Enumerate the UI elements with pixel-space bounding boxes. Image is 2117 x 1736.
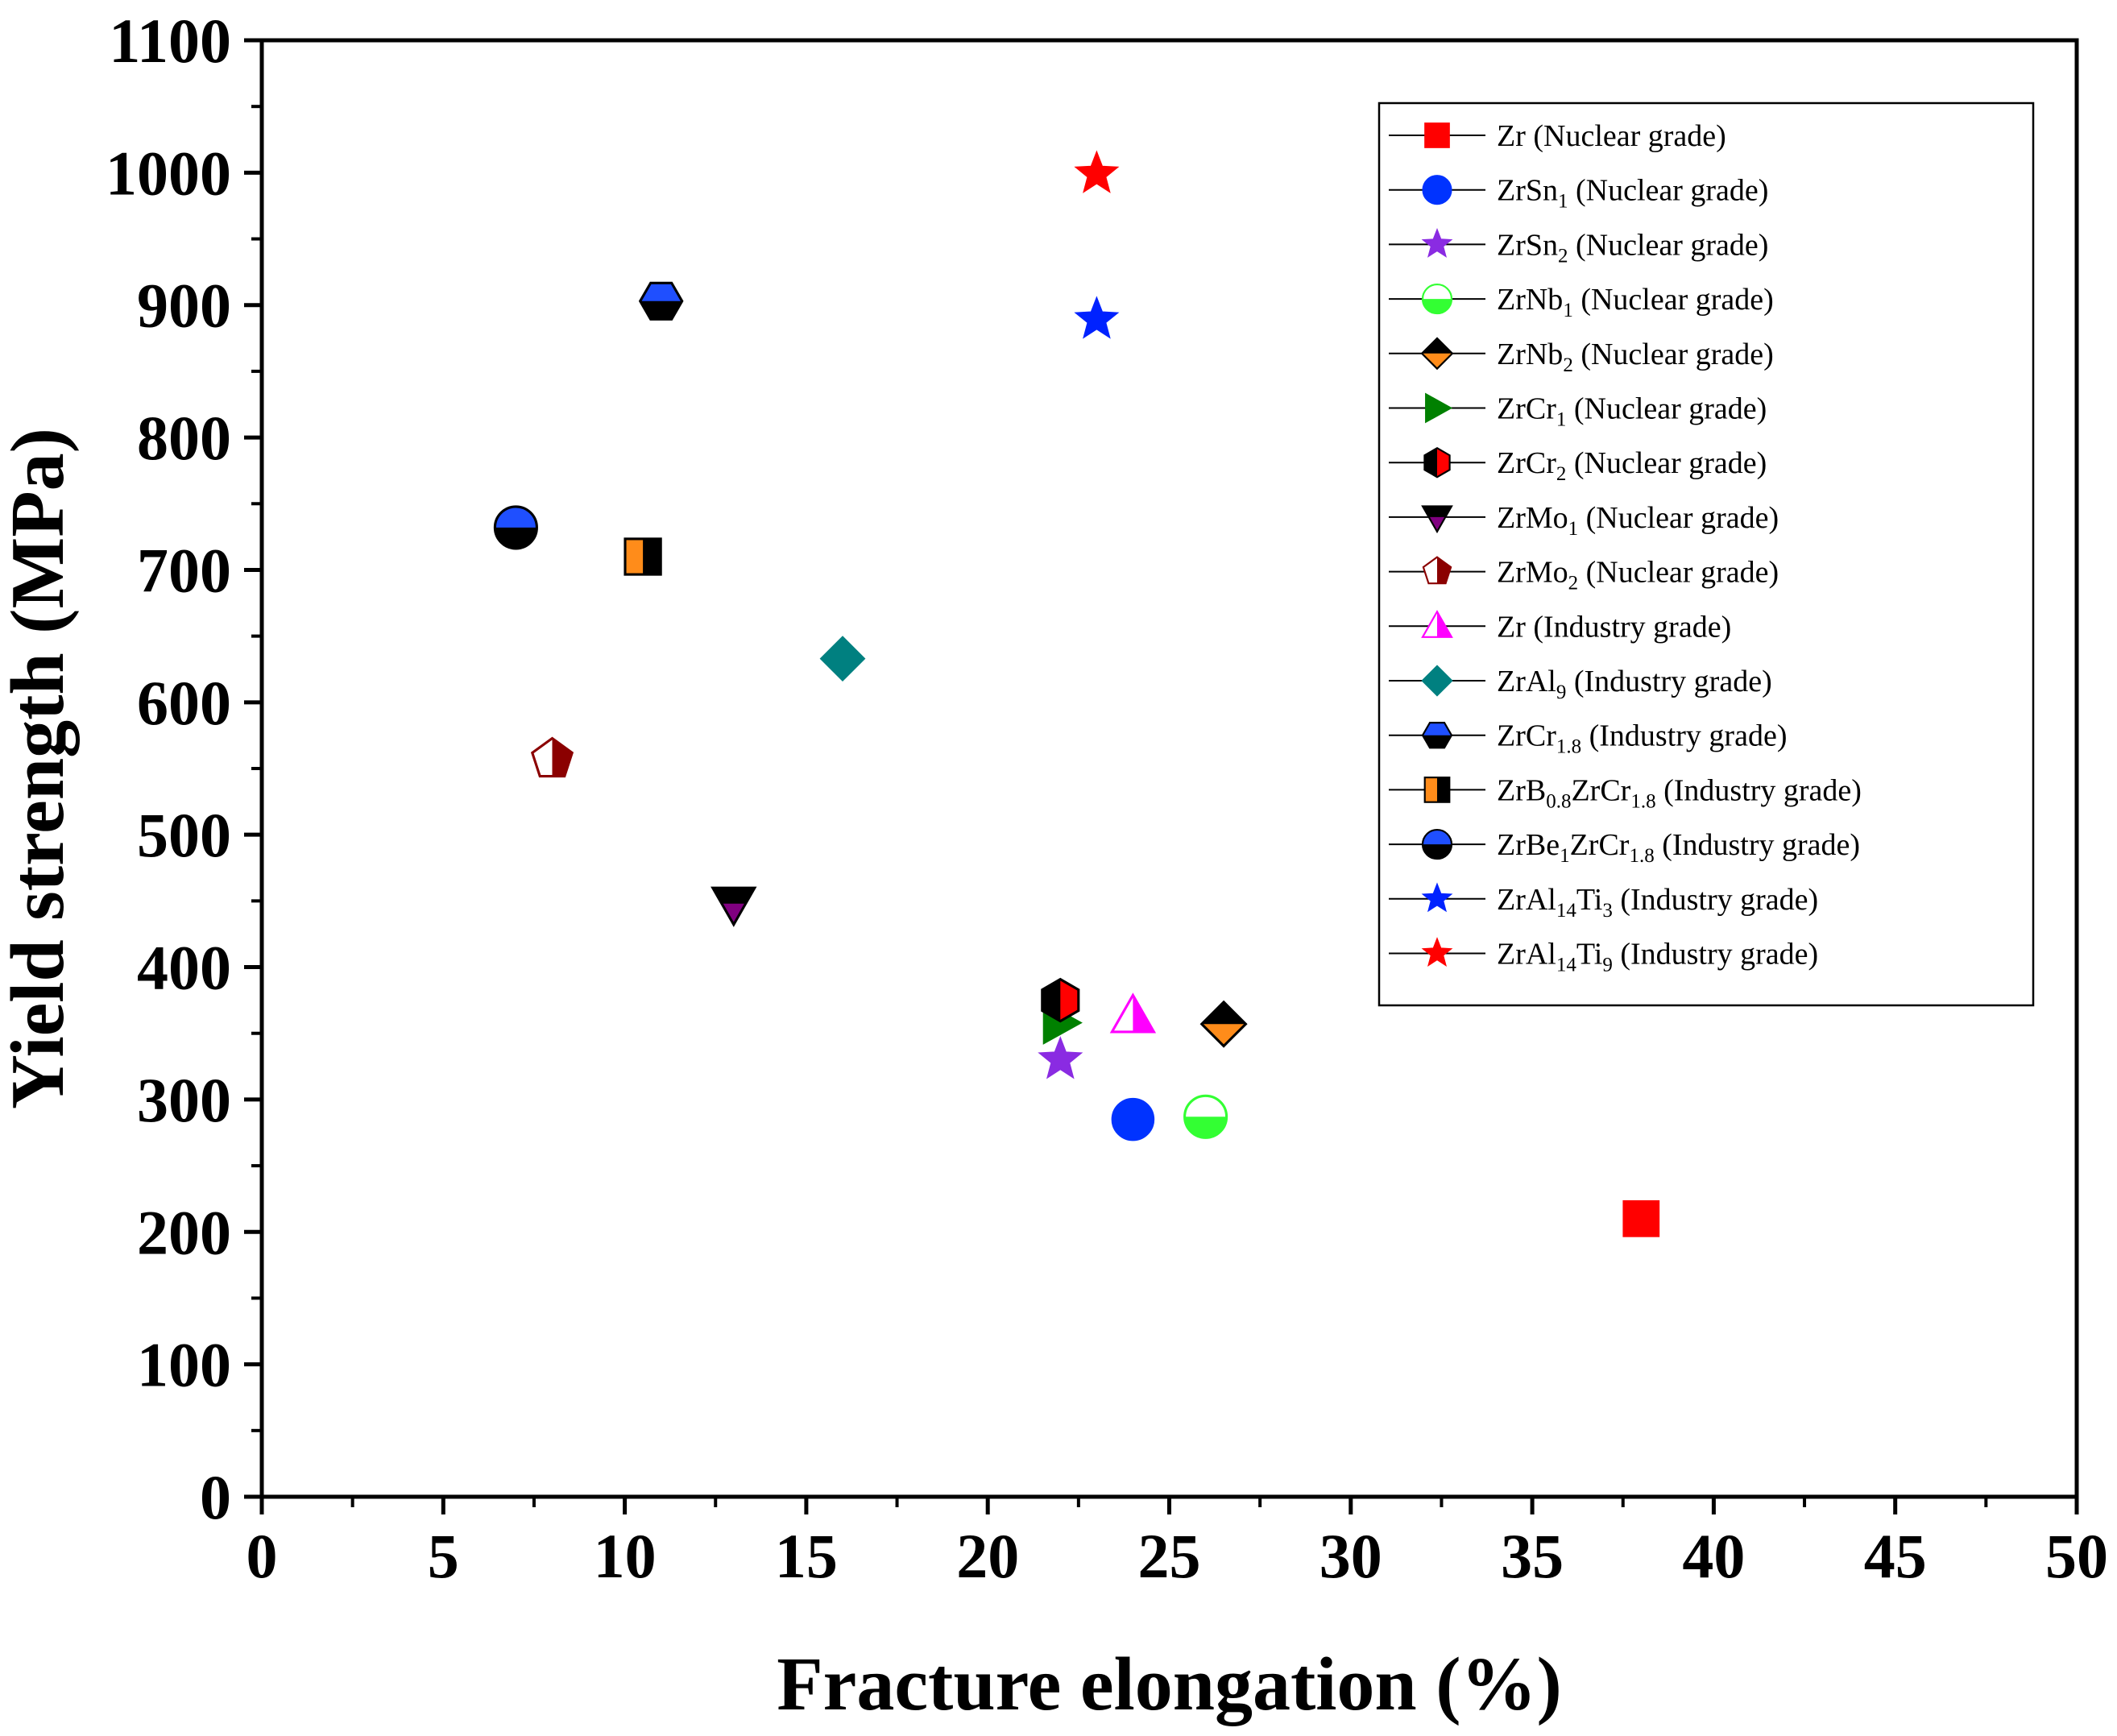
data-point [1074,150,1120,193]
legend-marker [1421,937,1453,967]
legend-item: ZrNb2 (Nuclear grade) [1389,337,1774,376]
legend-label: ZrNb2 (Nuclear grade) [1497,338,1774,376]
y-tick-label: 1100 [109,6,231,76]
data-point [819,636,866,682]
legend: Zr (Nuclear grade) ZrSn1 (Nuclear grade) Z… [1378,102,2035,1007]
legend-item: ZrBe1ZrCr1.8 (Industry grade) [1389,828,1860,867]
legend-item: ZrMo1 (Nuclear grade) [1389,501,1779,540]
data-point [1622,1199,1660,1237]
y-tick-label: 900 [137,271,231,341]
data-point [493,505,538,550]
legend-label: ZrAl14Ti9 (Industry grade) [1497,938,1818,976]
legend-marker [1423,777,1451,803]
legend-item: ZrB0.8ZrCr1.8 (Industry grade) [1389,773,1862,812]
legend-box [1378,102,2035,1007]
y-tick-label: 800 [137,403,231,473]
x-tick-label: 10 [594,1521,657,1591]
legend-marker [1425,392,1453,424]
legend-marker [1421,227,1453,258]
legend-marker [1421,610,1453,638]
data-point [1111,1097,1155,1141]
x-tick-label: 0 [246,1521,278,1591]
legend-item: ZrSn2 (Nuclear grade) [1389,227,1768,267]
legend-label: ZrAl14Ti3 (Industry grade) [1497,883,1818,922]
y-axis-title: Yield strength (MPa) [0,428,80,1109]
legend-marker [1421,722,1453,749]
data-point [1183,1094,1228,1139]
x-tick-label: 40 [1682,1521,1745,1591]
data-point [1038,1036,1083,1079]
data-point [1109,992,1157,1034]
legend-item: Zr (Industry grade) [1389,610,1731,644]
legend-label: ZrCr2 (Nuclear grade) [1497,446,1767,485]
x-tick-label: 35 [1501,1521,1564,1591]
axes: 0 5 10 15 20 25 30 35 40 45 5001002003004005006007… [106,6,2108,1591]
data-point [624,537,662,576]
x-tick-label: 50 [2045,1521,2108,1591]
y-tick-label: 700 [137,535,231,605]
legend-item: Zr (Nuclear grade) [1389,119,1726,153]
legend-item: ZrAl14Ti9 (Industry grade) [1389,937,1818,976]
legend-marker [1422,175,1452,205]
legend-item: ZrCr1.8 (Industry grade) [1389,719,1787,758]
x-tick-label: 45 [1864,1521,1927,1591]
x-tick-label: 30 [1320,1521,1382,1591]
data-point [530,736,574,778]
legend-item: ZrMo2 (Nuclear grade) [1389,556,1779,595]
legend-label: Zr (Nuclear grade) [1497,119,1726,153]
y-tick-label: 600 [137,668,231,738]
legend-item: ZrCr1 (Nuclear grade) [1389,392,1767,431]
legend-marker [1421,665,1453,697]
legend-label: ZrSn2 (Nuclear grade) [1497,228,1768,267]
y-tick-label: 500 [137,800,231,870]
legend-marker [1420,337,1454,371]
legend-marker [1423,446,1451,479]
data-point [1199,1000,1248,1048]
legend-label: ZrCr1.8 (Industry grade) [1497,719,1787,758]
legend-item: ZrSn1 (Nuclear grade) [1389,174,1768,213]
legend-label: Zr (Industry grade) [1497,610,1731,644]
legend-marker [1421,829,1453,860]
legend-label: ZrB0.8ZrCr1.8 (Industry grade) [1497,773,1862,812]
legend-item: ZrCr2 (Nuclear grade) [1389,446,1767,485]
legend-label: ZrAl9 (Industry grade) [1497,665,1772,703]
legend-label: ZrMo1 (Nuclear grade) [1497,501,1779,540]
data-point [710,886,757,927]
legend-label: ZrMo2 (Nuclear grade) [1497,556,1779,595]
data-points [493,150,1660,1237]
legend-marker [1424,122,1450,148]
data-point [638,281,684,321]
y-tick-label: 1000 [106,138,231,208]
legend-label: ZrNb1 (Nuclear grade) [1497,283,1774,321]
legend-item: ZrAl9 (Industry grade) [1389,665,1772,703]
data-point [1041,977,1080,1023]
legend-marker [1422,556,1452,585]
legend-marker [1421,882,1453,913]
x-tick-label: 15 [775,1521,838,1591]
legend-item: ZrAl14Ti3 (Industry grade) [1389,882,1818,922]
y-tick-label: 100 [137,1330,231,1400]
x-tick-label: 20 [956,1521,1019,1591]
legend-label: ZrBe1ZrCr1.8 (Industry grade) [1497,828,1860,867]
data-point [1074,296,1120,339]
y-tick-label: 200 [137,1197,231,1267]
legend-marker [1421,505,1453,534]
legend-label: ZrSn1 (Nuclear grade) [1497,174,1768,213]
x-axis-title: Fracture elongation (%) [777,1643,1562,1726]
x-tick-label: 25 [1138,1521,1201,1591]
legend-item: ZrNb1 (Nuclear grade) [1389,283,1774,321]
y-tick-label: 400 [137,933,231,1003]
y-tick-label: 0 [200,1462,231,1532]
x-tick-label: 5 [428,1521,459,1591]
y-tick-label: 300 [137,1065,231,1135]
legend-marker [1421,284,1453,315]
legend-label: ZrCr1 (Nuclear grade) [1497,392,1767,431]
